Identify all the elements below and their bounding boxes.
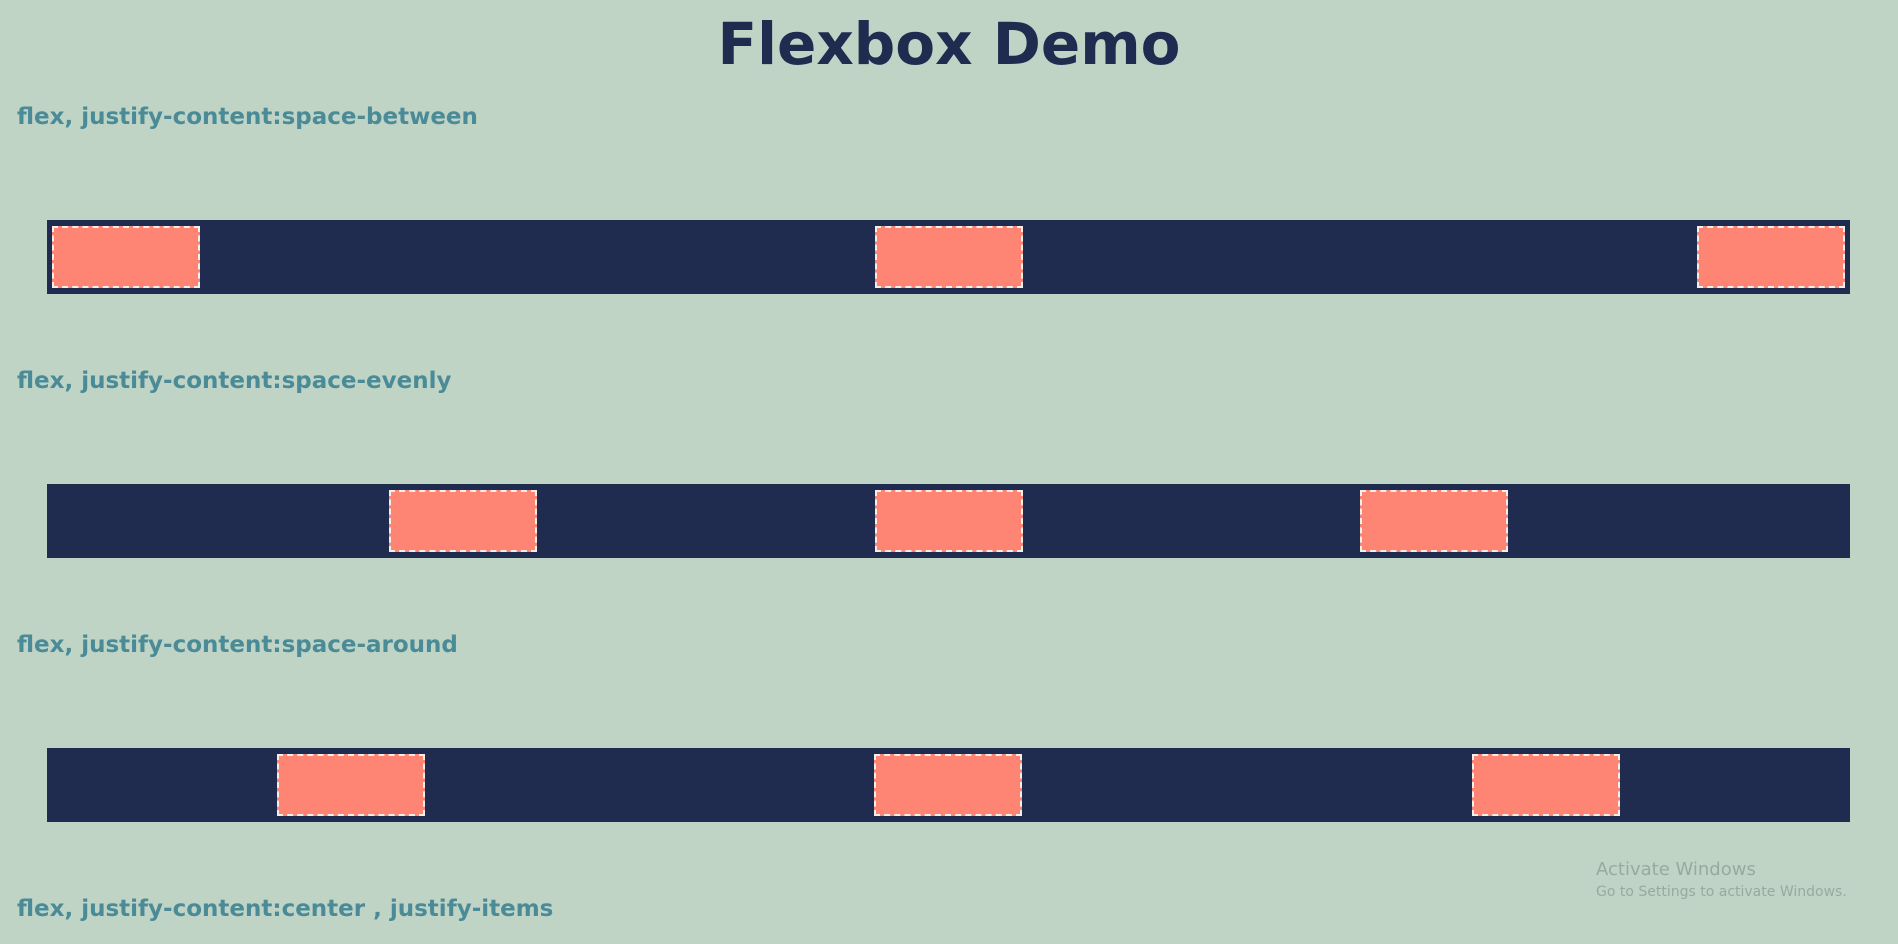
section-label-center: flex, justify-content:center , justify-i… [17, 896, 554, 922]
section-label-space-evenly: flex, justify-content:space-evenly [17, 368, 452, 394]
flex-item-2 [874, 490, 1023, 552]
section-label-space-around: flex, justify-content:space-around [17, 632, 458, 658]
flex-container-space-around [47, 748, 1850, 822]
flex-item-2 [874, 754, 1023, 816]
page-title: Flexbox Demo [717, 10, 1181, 78]
flex-item-1 [52, 226, 200, 288]
activate-windows-watermark: Activate Windows Go to Settings to activ… [1596, 858, 1847, 902]
watermark-title: Activate Windows [1596, 859, 1756, 880]
flex-item-3 [1472, 754, 1621, 816]
flex-container-space-evenly [47, 484, 1850, 558]
watermark-subtitle: Go to Settings to activate Windows. [1596, 884, 1847, 900]
flex-item-2 [874, 226, 1023, 288]
flex-item-3 [1359, 490, 1508, 552]
flex-item-3 [1697, 226, 1845, 288]
flex-container-space-between [47, 220, 1850, 294]
section-label-space-between: flex, justify-content:space-between [17, 104, 478, 130]
flex-item-1 [389, 490, 538, 552]
flex-item-1 [276, 754, 425, 816]
